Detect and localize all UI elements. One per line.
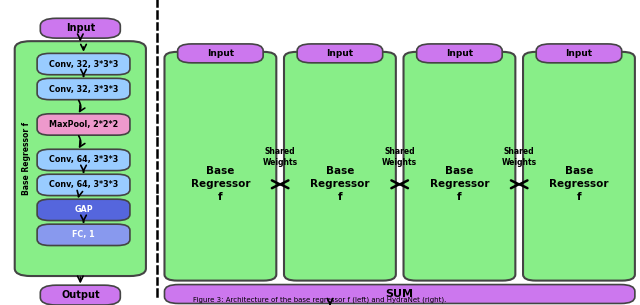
FancyBboxPatch shape — [40, 18, 120, 38]
Text: Shared
Weights: Shared Weights — [262, 147, 298, 167]
FancyBboxPatch shape — [37, 149, 130, 170]
Text: Conv, 64, 3*3*3: Conv, 64, 3*3*3 — [49, 180, 118, 189]
FancyBboxPatch shape — [164, 52, 276, 281]
FancyBboxPatch shape — [417, 44, 502, 63]
Text: Input: Input — [207, 49, 234, 58]
FancyBboxPatch shape — [37, 224, 130, 246]
Text: MaxPool, 2*2*2: MaxPool, 2*2*2 — [49, 120, 118, 129]
Text: Base Regressor f: Base Regressor f — [22, 122, 31, 195]
FancyBboxPatch shape — [37, 199, 130, 221]
FancyBboxPatch shape — [284, 52, 396, 281]
Text: Figure 3: Architecture of the base regressor f (left) and HydraNet (right).: Figure 3: Architecture of the base regre… — [193, 297, 447, 303]
Text: Base
Regressor
f: Base Regressor f — [310, 166, 370, 203]
Text: Base
Regressor
f: Base Regressor f — [429, 166, 489, 203]
FancyBboxPatch shape — [40, 285, 120, 305]
Text: Conv, 32, 3*3*3: Conv, 32, 3*3*3 — [49, 59, 118, 69]
FancyBboxPatch shape — [178, 44, 263, 63]
Text: Output: Output — [61, 290, 100, 300]
Text: Conv, 64, 3*3*3: Conv, 64, 3*3*3 — [49, 156, 118, 164]
FancyBboxPatch shape — [37, 114, 130, 135]
FancyBboxPatch shape — [404, 52, 515, 281]
Text: Input: Input — [446, 49, 473, 58]
Text: Input: Input — [66, 23, 95, 33]
FancyBboxPatch shape — [536, 44, 621, 63]
FancyBboxPatch shape — [15, 41, 146, 276]
Text: Input: Input — [565, 49, 593, 58]
Text: Base
Regressor
f: Base Regressor f — [191, 166, 250, 203]
Text: Conv, 32, 3*3*3: Conv, 32, 3*3*3 — [49, 84, 118, 94]
Text: Shared
Weights: Shared Weights — [382, 147, 417, 167]
FancyBboxPatch shape — [37, 78, 130, 100]
FancyBboxPatch shape — [297, 44, 383, 63]
FancyBboxPatch shape — [164, 285, 635, 303]
Text: FC, 1: FC, 1 — [72, 230, 95, 239]
Text: Shared
Weights: Shared Weights — [502, 147, 537, 167]
FancyBboxPatch shape — [523, 52, 635, 281]
FancyBboxPatch shape — [37, 174, 130, 196]
Text: SUM: SUM — [386, 289, 413, 299]
Text: Base
Regressor
f: Base Regressor f — [549, 166, 609, 203]
Text: GAP: GAP — [74, 205, 93, 214]
Text: Input: Input — [326, 49, 353, 58]
FancyBboxPatch shape — [37, 53, 130, 75]
